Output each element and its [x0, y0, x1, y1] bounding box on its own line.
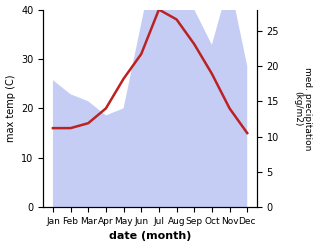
Y-axis label: max temp (C): max temp (C) [5, 75, 16, 142]
X-axis label: date (month): date (month) [109, 231, 191, 242]
Y-axis label: med. precipitation
(kg/m2): med. precipitation (kg/m2) [293, 67, 313, 150]
